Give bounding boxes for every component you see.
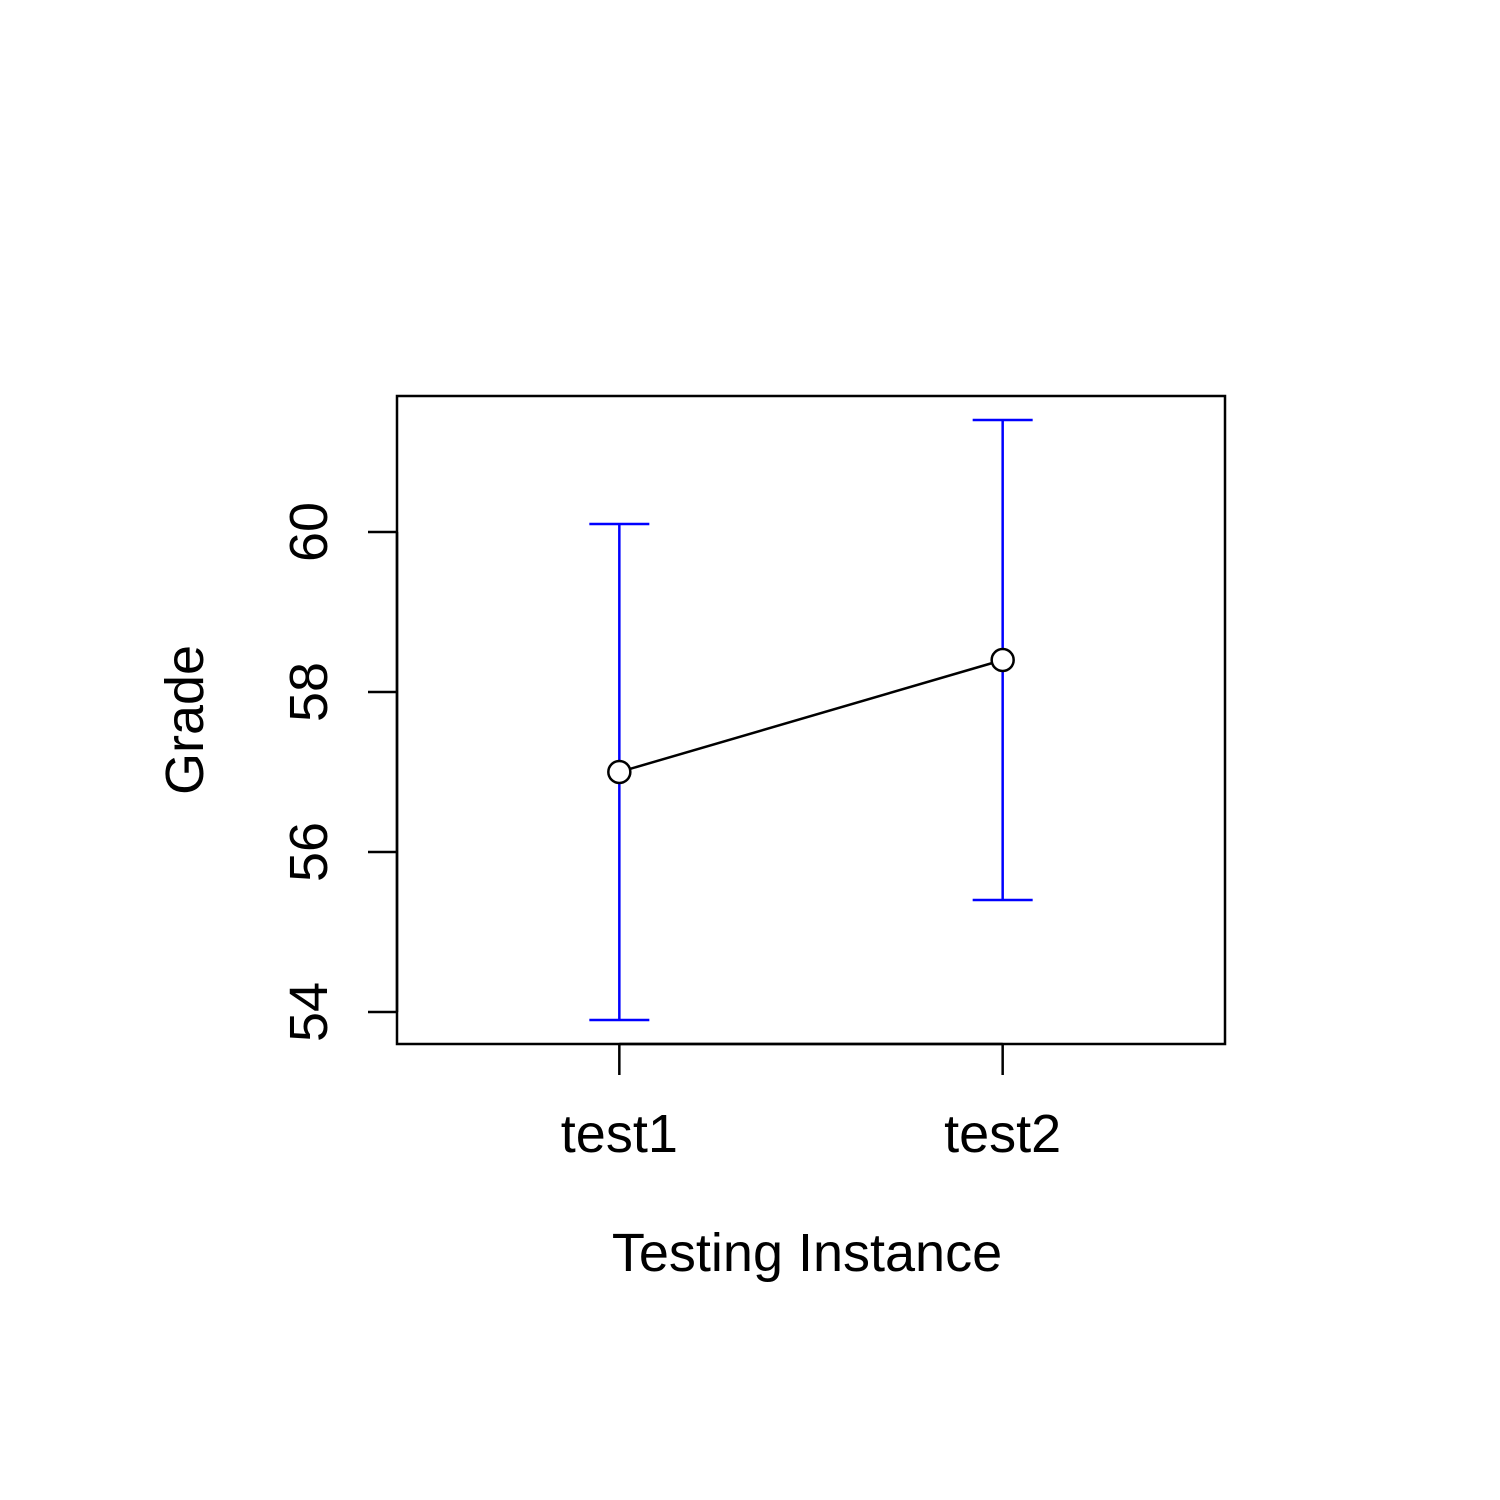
y-tick-label: 56: [279, 822, 339, 882]
data-point: [990, 647, 1015, 673]
plot-frame: [395, 394, 1227, 1046]
error-bars: [589, 418, 1033, 1022]
data-point: [607, 759, 632, 785]
x-axis-title: Testing Instance: [612, 1223, 1002, 1283]
y-tick-label: 60: [279, 502, 339, 562]
x-axis: test1 test2: [561, 1042, 1061, 1164]
x-tick-label: test1: [561, 1104, 678, 1164]
y-axis: 54 56 58 60: [279, 502, 399, 1042]
series-line: [618, 658, 1004, 774]
y-tick-label: 58: [279, 662, 339, 722]
y-tick-label: 54: [279, 982, 339, 1042]
x-tick-label: test2: [944, 1104, 1061, 1164]
series-line-path: [618, 658, 1004, 774]
data-points: [607, 647, 1015, 785]
y-axis-title: Grade: [155, 645, 215, 795]
